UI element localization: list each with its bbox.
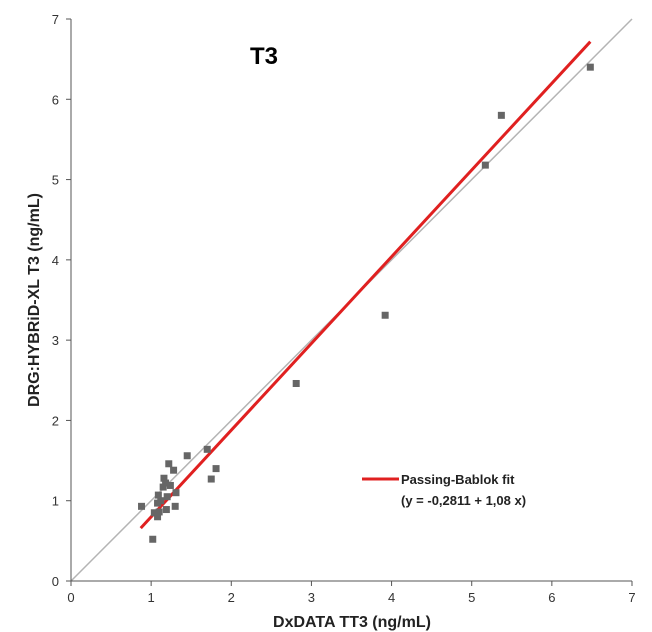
data-point <box>497 111 505 119</box>
y-tick-labels: 0 1 2 3 4 5 6 7 <box>52 12 59 589</box>
data-point <box>165 460 173 468</box>
data-point <box>154 513 162 521</box>
y-tick-label: 3 <box>52 333 59 348</box>
data-point <box>171 502 179 510</box>
data-point <box>292 379 300 387</box>
x-tick-labels: 0 1 2 3 4 5 6 7 <box>67 590 635 605</box>
fit-line <box>139 40 592 530</box>
data-point <box>166 481 174 489</box>
data-point <box>481 161 489 169</box>
x-tick-label: 1 <box>148 590 155 605</box>
y-axis-title: DRG:HYBRiD-XL T3 (ng/mL) <box>26 193 43 407</box>
y-tick-label: 7 <box>52 12 59 27</box>
y-tick-label: 2 <box>52 413 59 428</box>
x-axis-title: DxDATA TT3 (ng/mL) <box>273 614 431 631</box>
y-tick-label: 5 <box>52 173 59 188</box>
data-point <box>159 483 167 491</box>
data-point <box>207 475 215 483</box>
data-point <box>172 489 180 497</box>
axes-layer <box>66 18 633 586</box>
data-point <box>203 445 211 453</box>
y-tick-label: 1 <box>52 494 59 509</box>
data-point <box>149 535 157 543</box>
x-tick-label: 2 <box>228 590 235 605</box>
data-point <box>157 497 165 505</box>
data-point <box>381 311 389 319</box>
x-tick-label: 6 <box>548 590 555 605</box>
data-point <box>138 502 146 510</box>
data-point <box>162 479 170 487</box>
x-tick-label: 4 <box>388 590 395 605</box>
data-point <box>160 474 168 482</box>
y-tick-label: 6 <box>52 92 59 107</box>
data-point <box>212 465 220 473</box>
x-tick-label: 3 <box>308 590 315 605</box>
data-point <box>162 506 170 514</box>
data-point <box>170 466 178 474</box>
data-points-layer <box>138 63 594 543</box>
legend-fit-equation: (y = -0,2811 + 1,08 x) <box>401 493 526 508</box>
data-point <box>155 508 163 516</box>
data-point <box>163 493 171 501</box>
x-tick-label: 5 <box>468 590 475 605</box>
legend-fit-label: Passing-Bablok fit <box>401 472 515 487</box>
data-point <box>586 63 594 71</box>
fit-line-layer <box>139 40 592 530</box>
y-tick-label: 4 <box>52 253 59 268</box>
chart-title: T3 <box>250 43 278 70</box>
y-tick-label: 0 <box>52 574 59 589</box>
data-point <box>183 452 191 460</box>
data-point <box>154 491 162 499</box>
x-tick-label: 0 <box>67 590 74 605</box>
data-point <box>150 509 158 517</box>
legend: Passing-Bablok fit (y = -0,2811 + 1,08 x… <box>362 472 526 508</box>
x-tick-label: 7 <box>628 590 635 605</box>
